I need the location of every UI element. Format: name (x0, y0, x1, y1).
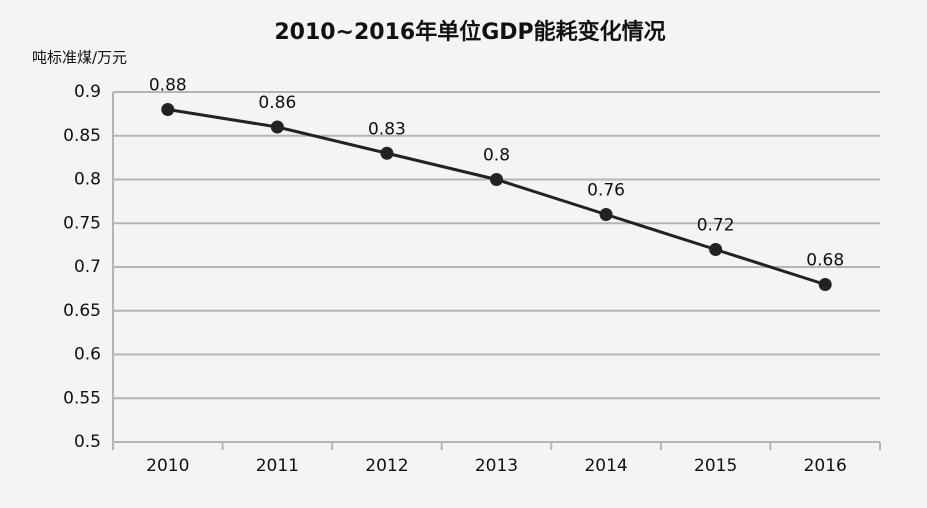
y-axis-label: 吨标准煤/万元 (32, 49, 127, 67)
data-label: 0.83 (368, 119, 406, 139)
y-tick-label: 0.7 (74, 257, 101, 277)
data-label: 0.88 (149, 76, 187, 96)
y-tick-label: 0.6 (74, 345, 101, 365)
point (380, 146, 394, 160)
point (818, 278, 832, 291)
y-tick-label: 0.55 (63, 388, 101, 408)
y-tick-label: 0.85 (63, 126, 101, 146)
y-tick-label: 0.8 (74, 170, 101, 190)
x-tick-label: 2010 (146, 456, 189, 476)
x-tick-label: 2015 (694, 456, 737, 476)
x-tick-label: 2012 (365, 456, 408, 476)
point (490, 173, 503, 186)
x-tick-label: 2016 (804, 456, 847, 476)
chart-title: 2010~2016年单位GDP能耗变化情况 (274, 19, 665, 45)
point (161, 103, 175, 116)
data-label: 0.76 (587, 181, 625, 201)
x-tick-label: 2011 (256, 456, 299, 476)
point (599, 208, 613, 221)
x-tick-label: 2013 (475, 456, 518, 476)
y-tick-label: 0.5 (74, 432, 101, 452)
data-label: 0.86 (258, 93, 296, 113)
point (709, 243, 723, 256)
x-tick-label: 2014 (584, 456, 627, 476)
y-tick-label: 0.65 (63, 301, 101, 321)
y-tick-label: 0.75 (63, 213, 101, 233)
data-label: 0.72 (697, 216, 735, 236)
data-label: 0.8 (483, 146, 510, 166)
point (270, 120, 284, 134)
data-label: 0.68 (806, 251, 844, 271)
y-tick-label: 0.9 (74, 82, 101, 102)
